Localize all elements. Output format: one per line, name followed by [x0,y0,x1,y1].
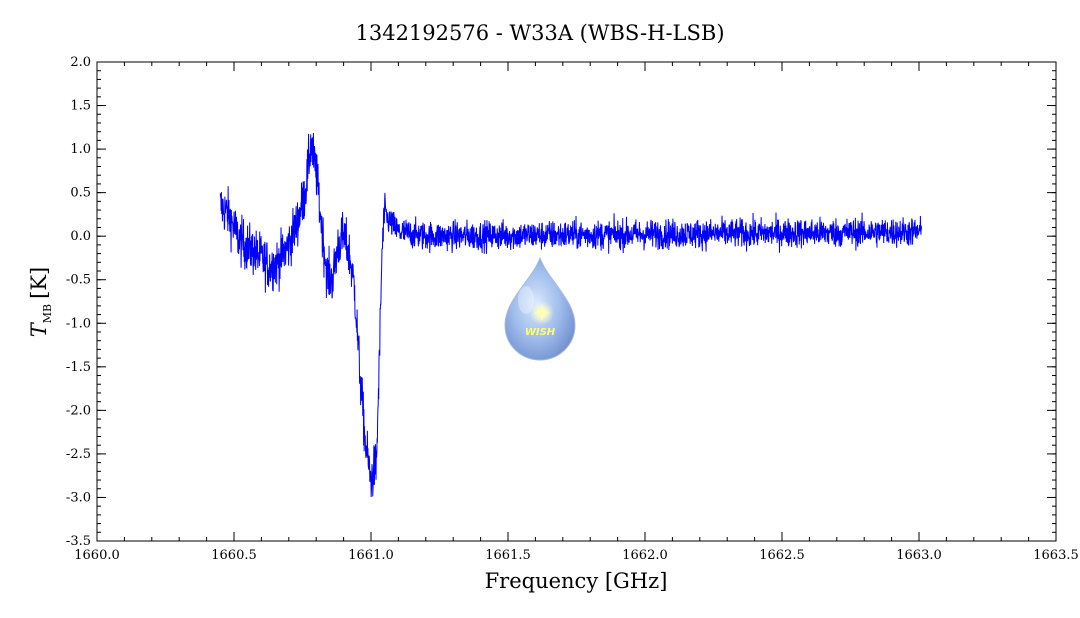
x-tick-label: 1662.5 [759,548,805,563]
x-tick-label: 1661.0 [348,548,394,563]
plot-frame [96,61,1057,542]
y-tick-label: -0.5 [66,273,91,288]
axis-ticks [96,61,1057,542]
wish-logo: WISH [504,256,576,361]
y-tick-label: -3.5 [66,534,91,549]
x-tick-label: 1660.0 [74,548,120,563]
y-tick-label: -2.0 [66,403,91,418]
y-tick-label: 1.0 [70,142,91,157]
y-axis-label: TMB [K] [27,267,54,337]
y-tick-label: 0.0 [70,229,91,244]
x-tick-label: 1662.0 [622,548,668,563]
y-tick-label: -1.5 [66,360,91,375]
y-tick-label: 0.5 [70,186,91,201]
x-tick-label: 1663.0 [896,548,942,563]
y-axis-label-main: T [27,321,51,337]
x-tick-label: 1660.5 [211,548,257,563]
x-tick-label: 1663.5 [1033,548,1079,563]
y-axis-label-unit: [K] [27,267,51,299]
x-tick-label: 1661.5 [485,548,531,563]
watermark-text: WISH [525,327,556,338]
x-axis-label: Frequency [GHz] [485,569,668,593]
tick-labels: 1660.0 1660.5 1661.0 1661.5 1662.0 1662.5 1663… [66,55,1079,563]
y-tick-label: -2.5 [66,447,91,462]
y-tick-label: -3.0 [66,490,91,505]
y-tick-label: 1.5 [70,99,91,114]
spectrum-line [219,132,923,498]
y-axis-label-sub: MB [41,304,54,323]
chart-title: 1342192576 - W33A (WBS-H-LSB) [355,21,724,45]
series-group [219,132,923,498]
y-tick-label: 2.0 [70,55,91,70]
svg-text:TMB[K]: TMB [K] [27,267,54,337]
y-tick-label: -1.0 [66,316,91,331]
